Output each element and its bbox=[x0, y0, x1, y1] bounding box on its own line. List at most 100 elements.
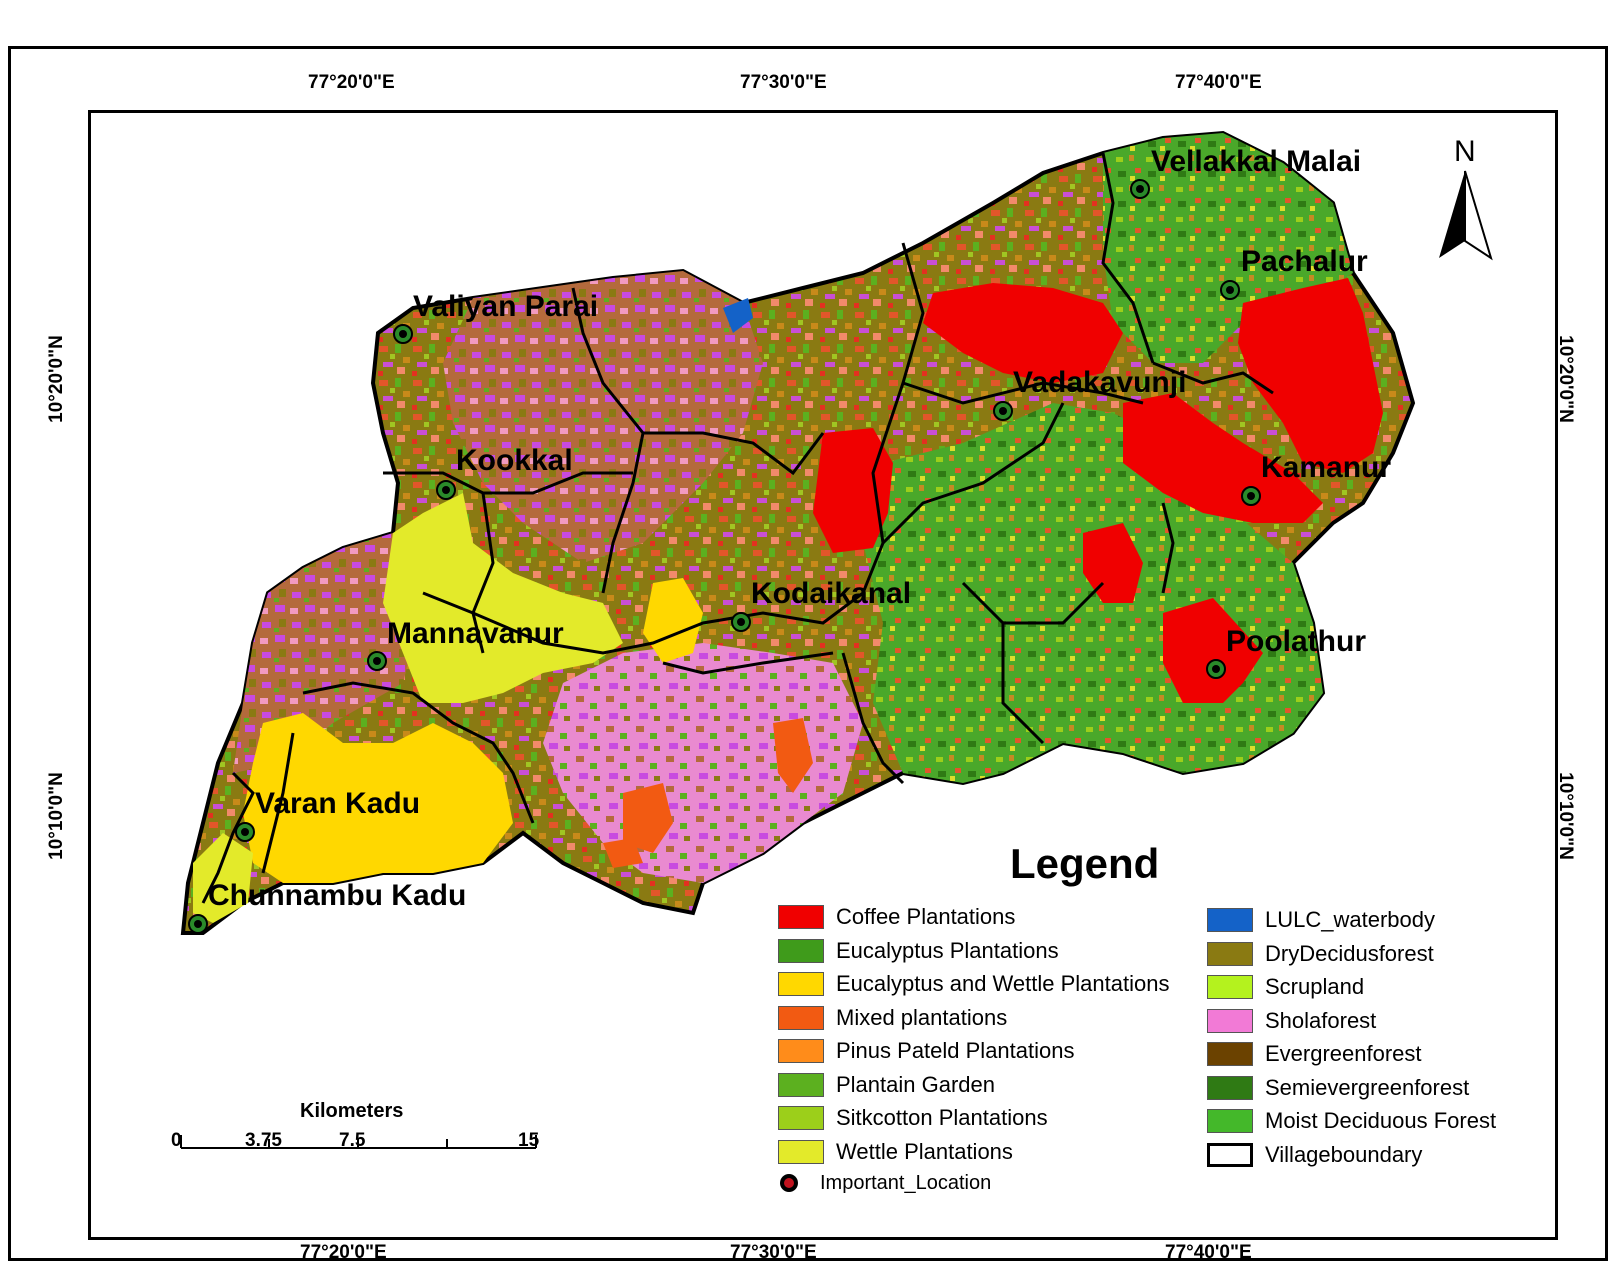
legend-right-swatch-5 bbox=[1207, 1075, 1253, 1100]
coffee-area-2 bbox=[1123, 393, 1323, 523]
legend-left-label-1: Eucalyptus Plantations bbox=[836, 937, 1059, 963]
legend-left-item-6: Sitkcotton Plantations bbox=[778, 1103, 1048, 1133]
scale-tick-3: 15 bbox=[518, 1130, 540, 1151]
legend-right-swatch-3 bbox=[1207, 1008, 1253, 1033]
legend-title: Legend bbox=[1010, 840, 1160, 887]
legend-left-item-1: Eucalyptus Plantations bbox=[778, 936, 1059, 966]
legend-left-label-7: Wettle Plantations bbox=[836, 1138, 1013, 1164]
legend-right-label-0: LULC_waterbody bbox=[1265, 907, 1435, 932]
legend-right-label-6: Moist Deciduous Forest bbox=[1265, 1108, 1497, 1133]
legend-right-label-1: DryDecidusforest bbox=[1265, 940, 1434, 966]
marker-vadakavunji bbox=[993, 401, 1013, 421]
legend-right-swatch-1 bbox=[1207, 941, 1253, 966]
scale-title: Kilometers bbox=[300, 1100, 404, 1122]
legend-right-item-6: Moist Deciduous Forest bbox=[1207, 1106, 1496, 1136]
legend-right-label-5: Semievergreenforest bbox=[1265, 1074, 1470, 1100]
scale-bar bbox=[180, 1135, 537, 1149]
mixed-plantation-3 bbox=[603, 838, 643, 868]
bottom-coord-3: 77°40'0"E bbox=[1165, 1242, 1252, 1263]
scale-tick-1: 3.75 bbox=[245, 1130, 282, 1151]
legend-left-swatch-2 bbox=[778, 972, 824, 996]
legend-left-item-0: Coffee Plantations bbox=[778, 902, 1015, 932]
marker-valiyan-parai bbox=[393, 324, 413, 344]
legend-left-label-5: Plantain Garden bbox=[836, 1071, 995, 1097]
legend-right-item-3: Sholaforest bbox=[1207, 1006, 1376, 1036]
coffee-area-1 bbox=[1238, 278, 1383, 473]
village-boundaries bbox=[201, 152, 1274, 904]
label-kamanur: Kamanur bbox=[1261, 451, 1391, 484]
map-svg: Vellakkal Malai Pachalur Valiyan Parai V… bbox=[180, 130, 1493, 1149]
legend-left-swatch-1 bbox=[778, 938, 824, 963]
map-frame bbox=[8, 46, 1608, 1261]
scale-tick-0: 0 bbox=[171, 1130, 182, 1151]
legend-left-label-0: Coffee Plantations bbox=[836, 904, 1016, 929]
label-mannavanur: Mannavanur bbox=[387, 617, 564, 650]
label-varan-kadu: Varan Kadu bbox=[255, 787, 420, 820]
coffee-area-3 bbox=[923, 283, 1123, 383]
important-location-icon bbox=[780, 1174, 798, 1192]
legend-left-item-5: Plantain Garden bbox=[778, 1070, 995, 1100]
label-valiyan-parai: Valiyan Parai bbox=[413, 290, 598, 323]
marker-kamanur bbox=[1241, 486, 1261, 506]
legend-left-swatch-7 bbox=[778, 1139, 824, 1164]
label-poolathur: Poolathur bbox=[1226, 625, 1366, 658]
legend-left-swatch-6 bbox=[778, 1106, 824, 1130]
legend-important-location: Important_Location bbox=[778, 1168, 991, 1198]
bottom-coord-1: 77°20'0"E bbox=[300, 1242, 387, 1263]
label-pachalur: Pachalur bbox=[1241, 245, 1368, 278]
legend-right-label-7: Villageboundary bbox=[1265, 1141, 1423, 1167]
wettle-area-3 bbox=[193, 833, 253, 923]
legend-right-swatch-6 bbox=[1207, 1109, 1253, 1133]
legend-left-swatch-4 bbox=[778, 1039, 824, 1063]
mixed-plantation-1 bbox=[623, 783, 673, 853]
legend-left-label-4: Pinus Pateld Plantations bbox=[836, 1038, 1075, 1063]
left-coord-1: 10°20'0"N bbox=[45, 335, 67, 423]
top-coord-1: 77°20'0"E bbox=[308, 72, 395, 93]
label-kookkal: Kookkal bbox=[456, 444, 573, 477]
marker-mannavanur bbox=[367, 651, 387, 671]
legend-right-swatch-4 bbox=[1207, 1042, 1253, 1066]
bottom-coord-2: 77°30'0"E bbox=[730, 1242, 817, 1263]
legend-left-label-3: Mixed plantations bbox=[836, 1004, 1008, 1030]
waterbody-1 bbox=[723, 298, 753, 333]
scale-tick-2: 7.5 bbox=[339, 1130, 366, 1151]
left-coord-2: 10°10'0"N bbox=[45, 772, 67, 860]
legend-left-label-6: Sitkcotton Plantations bbox=[836, 1105, 1048, 1130]
mixed-plantation-2 bbox=[773, 718, 813, 793]
legend-right-item-7: Villageboundary bbox=[1207, 1140, 1422, 1170]
central-west-zone bbox=[443, 271, 763, 563]
legend-left-swatch-5 bbox=[778, 1072, 824, 1097]
label-kodaikanal: Kodaikanal bbox=[751, 577, 911, 610]
label-vadakavunji: Vadakavunji bbox=[1013, 366, 1186, 399]
marker-varan-kadu bbox=[235, 822, 255, 842]
legend-left-swatch-3 bbox=[778, 1005, 824, 1030]
legend-right-label-2: Scrupland bbox=[1265, 974, 1365, 999]
top-coord-3: 77°40'0"E bbox=[1175, 72, 1262, 93]
top-coord-2: 77°30'0"E bbox=[740, 72, 827, 93]
marker-kodaikanal bbox=[731, 612, 751, 632]
legend-left-label-2: Eucalyptus and Wettle Plantations bbox=[836, 971, 1170, 996]
legend-right-item-5: Semievergreenforest bbox=[1207, 1073, 1469, 1103]
legend-right-label-3: Sholaforest bbox=[1265, 1007, 1377, 1033]
legend-left-swatch-0 bbox=[778, 905, 824, 929]
legend-right-swatch-0 bbox=[1207, 908, 1253, 932]
legend-important-location-label: Important_Location bbox=[820, 1171, 992, 1194]
legend-left-item-4: Pinus Pateld Plantations bbox=[778, 1036, 1075, 1066]
coffee-area-6 bbox=[1163, 598, 1263, 703]
north-arrow-icon: N bbox=[1439, 135, 1493, 261]
north-label: N bbox=[1454, 135, 1476, 168]
wettle-area-1 bbox=[383, 493, 623, 703]
legend-left-item-7: Wettle Plantations bbox=[778, 1137, 1013, 1167]
coffee-area-5 bbox=[1083, 523, 1143, 603]
marker-chunnambu-kadu bbox=[188, 914, 208, 934]
label-chunnambu-kadu: Chunnambu Kadu bbox=[208, 879, 466, 912]
legend-right-swatch-2 bbox=[1207, 975, 1253, 999]
legend-right-item-2: Scrupland bbox=[1207, 972, 1364, 1002]
legend-right-item-1: DryDecidusforest bbox=[1207, 939, 1434, 969]
marker-vellakkal-malai bbox=[1130, 179, 1150, 199]
legend-right-item-0: LULC_waterbody bbox=[1207, 905, 1435, 935]
label-vellakkal-malai: Vellakkal Malai bbox=[1151, 145, 1361, 178]
marker-poolathur bbox=[1206, 659, 1226, 679]
southwest-zone bbox=[233, 533, 423, 773]
location-markers bbox=[188, 179, 1261, 934]
